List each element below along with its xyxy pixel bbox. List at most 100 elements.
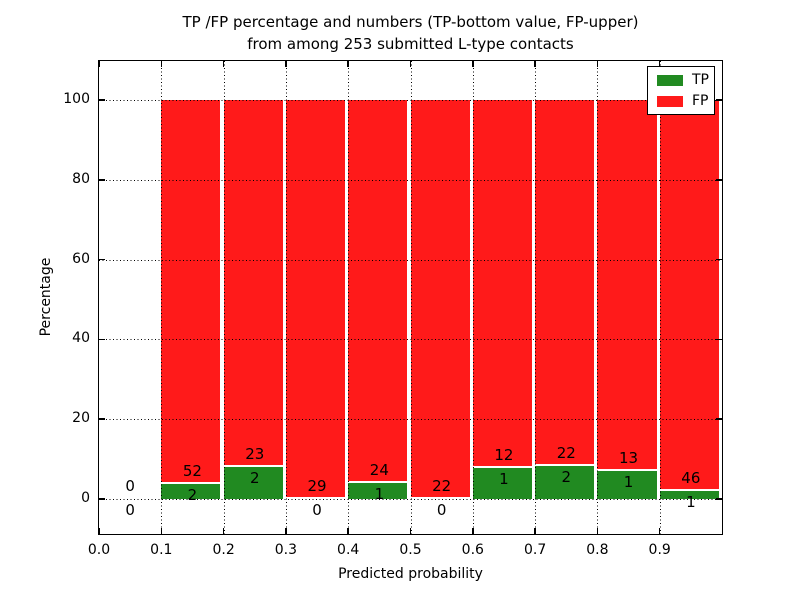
fp-bar-segment bbox=[472, 100, 532, 469]
v-gridline-0.8 bbox=[597, 61, 599, 534]
fp-bar-segment bbox=[659, 100, 719, 491]
v-gridline-0.2 bbox=[223, 61, 225, 534]
tp-color-swatch bbox=[657, 75, 683, 86]
tp-count-label: 1 bbox=[686, 492, 696, 511]
x-tick-label-0.5: 0.5 bbox=[399, 542, 422, 558]
x-tick-bottom-0.8 bbox=[596, 528, 599, 534]
x-tick-top-0.3 bbox=[285, 61, 287, 67]
y-tick-right-80 bbox=[716, 179, 722, 181]
chart-title-line1: TP /FP percentage and numbers (TP-bottom… bbox=[182, 13, 639, 31]
x-tick-bottom-0.0 bbox=[98, 528, 100, 534]
legend-item-fp: FP bbox=[648, 93, 714, 109]
tp-count-label: 0 bbox=[436, 501, 447, 519]
x-tick-top-0.1 bbox=[160, 61, 163, 67]
tp-bar-segment bbox=[535, 465, 595, 499]
v-gridline-0.4 bbox=[348, 61, 350, 534]
y-tick-label-100: 100 bbox=[63, 91, 90, 107]
tp-bar-segment bbox=[223, 467, 283, 499]
fp-bar-segment bbox=[223, 100, 283, 468]
x-tick-bottom-0.1 bbox=[160, 528, 163, 534]
fp-bar-segment bbox=[535, 100, 595, 466]
x-tick-bottom-0.3 bbox=[285, 528, 287, 534]
fp-bar-segment bbox=[285, 100, 346, 499]
y-tick-left-40 bbox=[99, 338, 105, 341]
legend: TP FP bbox=[647, 66, 715, 115]
x-tick-top-0.5 bbox=[409, 61, 412, 67]
tp-bar-segment bbox=[348, 483, 408, 499]
x-tick-label-0.1: 0.1 bbox=[150, 542, 173, 558]
x-tick-label-0.9: 0.9 bbox=[648, 542, 671, 558]
y-tick-left-20 bbox=[99, 418, 105, 420]
x-tick-label-0.0: 0.0 bbox=[87, 542, 111, 558]
x-tick-label-0.6: 0.6 bbox=[461, 542, 484, 558]
y-tick-left-0 bbox=[99, 498, 105, 500]
tp-count-label: 2 bbox=[187, 486, 198, 505]
x-tick-label-0.3: 0.3 bbox=[274, 542, 298, 558]
y-tick-right-40 bbox=[716, 338, 722, 341]
y-tick-right-0 bbox=[716, 498, 722, 500]
x-tick-label-0.7: 0.7 bbox=[523, 542, 547, 558]
fp-count-label: 22 bbox=[556, 443, 576, 462]
fp-count-label: 0 bbox=[125, 477, 135, 495]
x-tick-top-0.4 bbox=[347, 61, 349, 67]
tp-count-label: 1 bbox=[623, 472, 634, 491]
v-gridline-0.5 bbox=[410, 61, 412, 534]
tp-count-label: 1 bbox=[499, 470, 509, 489]
fp-count-label: 46 bbox=[681, 468, 701, 487]
fp-count-label: 12 bbox=[494, 446, 514, 465]
y-tick-label-20: 20 bbox=[72, 410, 90, 427]
fp-count-label: 13 bbox=[619, 448, 639, 467]
x-tick-top-0.8 bbox=[596, 61, 599, 67]
y-tick-left-80 bbox=[99, 179, 105, 181]
y-tick-right-20 bbox=[716, 418, 722, 420]
x-tick-top-0.7 bbox=[534, 61, 536, 67]
y-axis-label: Percentage bbox=[38, 257, 54, 337]
x-tick-top-0.9 bbox=[658, 61, 661, 67]
y-tick-left-60 bbox=[99, 258, 105, 261]
tp-bar-segment bbox=[597, 470, 657, 499]
fp-bar-segment bbox=[161, 100, 221, 485]
x-tick-bottom-0.6 bbox=[472, 528, 474, 534]
x-tick-top-0.0 bbox=[98, 61, 100, 67]
x-tick-bottom-0.7 bbox=[534, 528, 536, 534]
tp-count-label: 1 bbox=[374, 485, 385, 504]
fp-count-label: 24 bbox=[369, 461, 389, 480]
tp-bar-segment bbox=[161, 484, 221, 499]
y-tick-label-40: 40 bbox=[72, 330, 90, 347]
plot-area: 0 0 52 2 23 2 29 0 24 1 22 0 12 1 22 2 13 1 46 1 bbox=[98, 60, 723, 535]
fp-count-label: 52 bbox=[182, 462, 202, 481]
fp-bar-segment bbox=[348, 100, 408, 484]
legend-item-tp: TP bbox=[648, 72, 714, 88]
tp-count-label: 2 bbox=[249, 469, 260, 488]
legend-label-fp: FP bbox=[692, 93, 709, 109]
x-tick-label-0.2: 0.2 bbox=[212, 542, 235, 558]
tp-count-label: 0 bbox=[312, 501, 322, 519]
tp-bar-segment bbox=[472, 468, 532, 499]
fp-bar-segment bbox=[410, 100, 470, 499]
x-tick-label-0.4: 0.4 bbox=[337, 542, 360, 558]
fp-count-label: 22 bbox=[432, 477, 452, 495]
fp-count-label: 23 bbox=[245, 445, 265, 464]
x-tick-bottom-0.2 bbox=[222, 528, 225, 534]
tp-count-label: 0 bbox=[125, 501, 135, 519]
x-tick-top-0.2 bbox=[222, 61, 225, 67]
x-tick-top-0.6 bbox=[472, 61, 474, 67]
fp-bar-segment bbox=[597, 100, 657, 471]
y-tick-right-60 bbox=[716, 258, 722, 261]
tp-count-label: 2 bbox=[561, 467, 572, 486]
fp-count-label: 29 bbox=[307, 477, 327, 495]
x-tick-bottom-0.4 bbox=[347, 528, 349, 534]
y-tick-label-80: 80 bbox=[72, 170, 90, 187]
x-axis-label: Predicted probability bbox=[338, 566, 483, 582]
y-tick-left-100 bbox=[99, 99, 105, 101]
v-gridline-0.3 bbox=[285, 61, 287, 534]
x-tick-label-0.8: 0.8 bbox=[586, 542, 609, 558]
chart-title-line2: from among 253 submitted L-type contacts bbox=[247, 35, 574, 53]
y-tick-label-60: 60 bbox=[72, 250, 90, 267]
x-tick-bottom-0.9 bbox=[658, 528, 661, 534]
tp-bar-segment bbox=[659, 490, 719, 499]
x-tick-bottom-0.5 bbox=[409, 528, 412, 534]
v-gridline-0.7 bbox=[535, 61, 537, 534]
v-gridline-0.1 bbox=[161, 61, 163, 534]
